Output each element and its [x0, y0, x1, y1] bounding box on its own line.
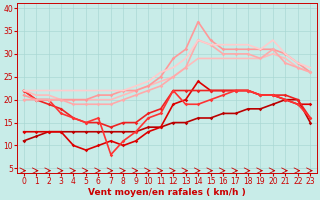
- X-axis label: Vent moyen/en rafales ( km/h ): Vent moyen/en rafales ( km/h ): [88, 188, 246, 197]
